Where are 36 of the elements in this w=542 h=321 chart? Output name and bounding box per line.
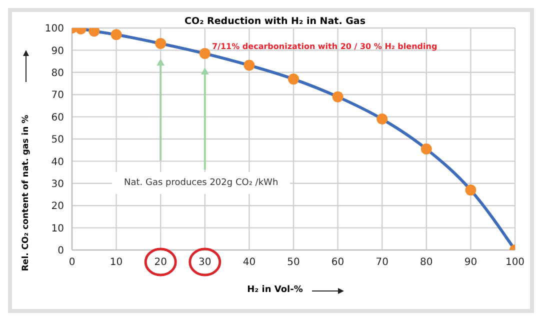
annotation: 7/11% decarbonization with 20 / 30 % H₂ blending [212,42,438,51]
y-tick-label: 60 [51,112,64,124]
point [244,60,255,71]
y-tick-label: 90 [51,46,64,57]
point [155,38,166,50]
x-tick-label: 90 [464,257,478,268]
y-tick-label: 40 [51,156,64,168]
point [288,74,299,85]
annotation: Nat. Gas produces 202g CO₂ /kWh [112,172,290,194]
y-axis-title: Rel. CO₂ content of nat. gas in % [21,114,31,272]
point [110,29,122,40]
x-tick-label: 60 [331,257,344,268]
x-tick-label: 20 [154,257,167,268]
chart-title: CO₂ Reduction with H₂ in Nat. Gas [184,16,366,27]
y-tick-label: 100 [44,24,64,35]
x-tick-label: 80 [420,257,433,268]
x-axis-title: H₂ in Vol-% [246,285,304,295]
point [332,91,344,102]
y-tick-label: 10 [51,223,64,234]
x-tick-label: 100 [505,257,525,268]
x-tick-label: 30 [198,257,212,268]
point [420,143,432,154]
x-tick-label: 70 [376,257,388,268]
x-tick-label: 40 [242,257,256,268]
point [465,184,476,196]
y-tick-label: 70 [51,90,64,102]
y-tick-label: 80 [51,68,64,79]
x-tick-label: 0 [68,257,76,268]
x-tick-label: 10 [110,257,123,268]
y-tick-label: 20 [51,201,64,212]
y-tick-label: 50 [51,134,64,146]
point [199,48,210,60]
y-tick-label: 0 [58,246,64,257]
y-tick-label: 30 [51,178,64,190]
x-tick-label: 50 [287,257,300,268]
point [376,114,388,125]
